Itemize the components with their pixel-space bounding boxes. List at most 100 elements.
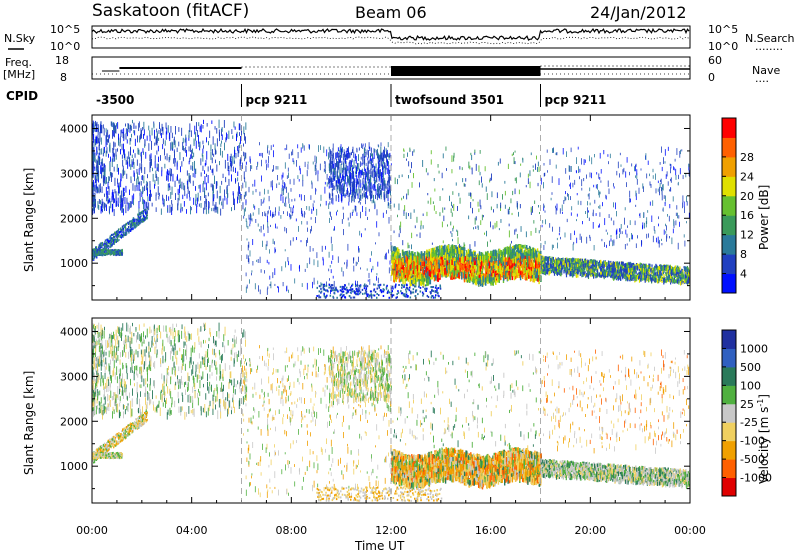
echo-cell bbox=[288, 261, 289, 266]
echo-cell bbox=[386, 155, 387, 163]
echo-cell bbox=[366, 172, 368, 181]
echo-cell bbox=[341, 290, 343, 293]
echo-cell bbox=[240, 157, 242, 164]
echo-cell bbox=[211, 157, 213, 164]
echo-cell bbox=[380, 142, 382, 147]
echo-cell bbox=[185, 146, 187, 153]
echo-cell bbox=[200, 124, 202, 133]
echo-cell bbox=[505, 258, 507, 264]
echo-cell bbox=[107, 139, 109, 143]
echo-cell bbox=[383, 180, 385, 185]
echo-cell bbox=[117, 231, 119, 234]
echo-cell bbox=[319, 296, 322, 299]
echo-cell bbox=[136, 169, 138, 174]
echo-cell bbox=[362, 143, 364, 147]
echo-cell bbox=[154, 134, 155, 139]
echo-cell bbox=[125, 128, 127, 135]
echo-cell bbox=[368, 174, 370, 181]
echo-cell bbox=[364, 285, 366, 288]
echo-cell bbox=[154, 184, 155, 189]
echo-cell bbox=[375, 189, 377, 196]
echo-cell bbox=[391, 272, 393, 277]
echo-cell bbox=[121, 154, 123, 159]
echo-cell bbox=[330, 176, 332, 184]
echo-cell bbox=[139, 181, 141, 185]
echo-cell bbox=[149, 130, 151, 137]
echo-cell bbox=[346, 182, 348, 187]
echo-cell bbox=[254, 205, 256, 210]
echo-cell bbox=[302, 144, 304, 148]
echo-cell bbox=[225, 137, 227, 143]
echo-cell bbox=[93, 126, 94, 133]
echo-cell bbox=[349, 295, 351, 298]
echo-cell bbox=[143, 129, 145, 136]
echo-cell bbox=[379, 169, 380, 177]
noise-axis-bottom-left: 10^0 bbox=[50, 40, 80, 53]
echo-cell bbox=[330, 289, 332, 292]
echo-cell bbox=[526, 262, 528, 266]
echo-cell bbox=[252, 183, 254, 187]
echo-cell bbox=[341, 296, 343, 299]
echo-cell bbox=[427, 264, 429, 269]
echo-cell bbox=[167, 173, 169, 182]
echo-cell bbox=[405, 286, 408, 289]
echo-cell bbox=[439, 285, 442, 288]
echo-cell bbox=[122, 232, 124, 234]
echo-cell bbox=[332, 164, 334, 169]
echo-cell bbox=[102, 167, 104, 172]
echo-cell bbox=[366, 268, 368, 271]
echo-cell bbox=[174, 180, 176, 187]
freq-panel-frame bbox=[91, 56, 691, 80]
echo-cell bbox=[429, 254, 431, 262]
echo-cell bbox=[363, 172, 365, 180]
echo-cell bbox=[316, 208, 318, 216]
echo-cell bbox=[154, 161, 156, 169]
echo-cell bbox=[519, 272, 522, 281]
echo-cell bbox=[395, 247, 397, 253]
echo-cell bbox=[354, 171, 356, 174]
echo-cell bbox=[355, 285, 357, 287]
echo-cell bbox=[362, 178, 364, 183]
echo-cell bbox=[92, 209, 93, 215]
echo-cell bbox=[193, 197, 195, 205]
echo-cell bbox=[406, 284, 408, 287]
echo-cell bbox=[310, 217, 312, 220]
echo-cell bbox=[346, 148, 348, 152]
echo-cell bbox=[155, 192, 157, 196]
echo-cell bbox=[251, 165, 253, 169]
echo-cell bbox=[94, 251, 96, 254]
echo-cell bbox=[344, 194, 346, 198]
echo-cell bbox=[239, 159, 241, 167]
echo-cell bbox=[162, 194, 164, 201]
echo-cell bbox=[125, 227, 127, 230]
echo-cell bbox=[380, 291, 383, 294]
echo-cell bbox=[170, 142, 172, 151]
echo-cell bbox=[361, 288, 364, 291]
echo-cell bbox=[131, 220, 133, 223]
echo-cell bbox=[120, 149, 121, 155]
echo-cell bbox=[311, 182, 313, 189]
echo-cell bbox=[100, 137, 102, 145]
echo-cell bbox=[92, 195, 94, 203]
echo-cell bbox=[101, 162, 103, 167]
echo-cell bbox=[406, 257, 408, 262]
echo-cell bbox=[376, 209, 378, 216]
echo-cell bbox=[325, 169, 326, 174]
echo-cell bbox=[446, 269, 448, 274]
echo-cell bbox=[375, 242, 376, 245]
echo-cell bbox=[219, 185, 221, 194]
echo-cell bbox=[530, 263, 532, 268]
echo-cell bbox=[318, 285, 321, 288]
echo-cell bbox=[154, 179, 156, 186]
echo-cell bbox=[107, 244, 109, 247]
cpid-segment-label: twofsound 3501 bbox=[395, 93, 504, 107]
echo-cell bbox=[373, 152, 375, 159]
echo-cell bbox=[376, 221, 378, 228]
echo-cell bbox=[161, 123, 163, 132]
echo-cell bbox=[138, 123, 140, 132]
echo-cell bbox=[114, 153, 115, 162]
echo-cell bbox=[301, 221, 303, 225]
echo-cell bbox=[347, 217, 349, 221]
echo-cell bbox=[312, 248, 314, 252]
echo-cell bbox=[114, 239, 116, 242]
